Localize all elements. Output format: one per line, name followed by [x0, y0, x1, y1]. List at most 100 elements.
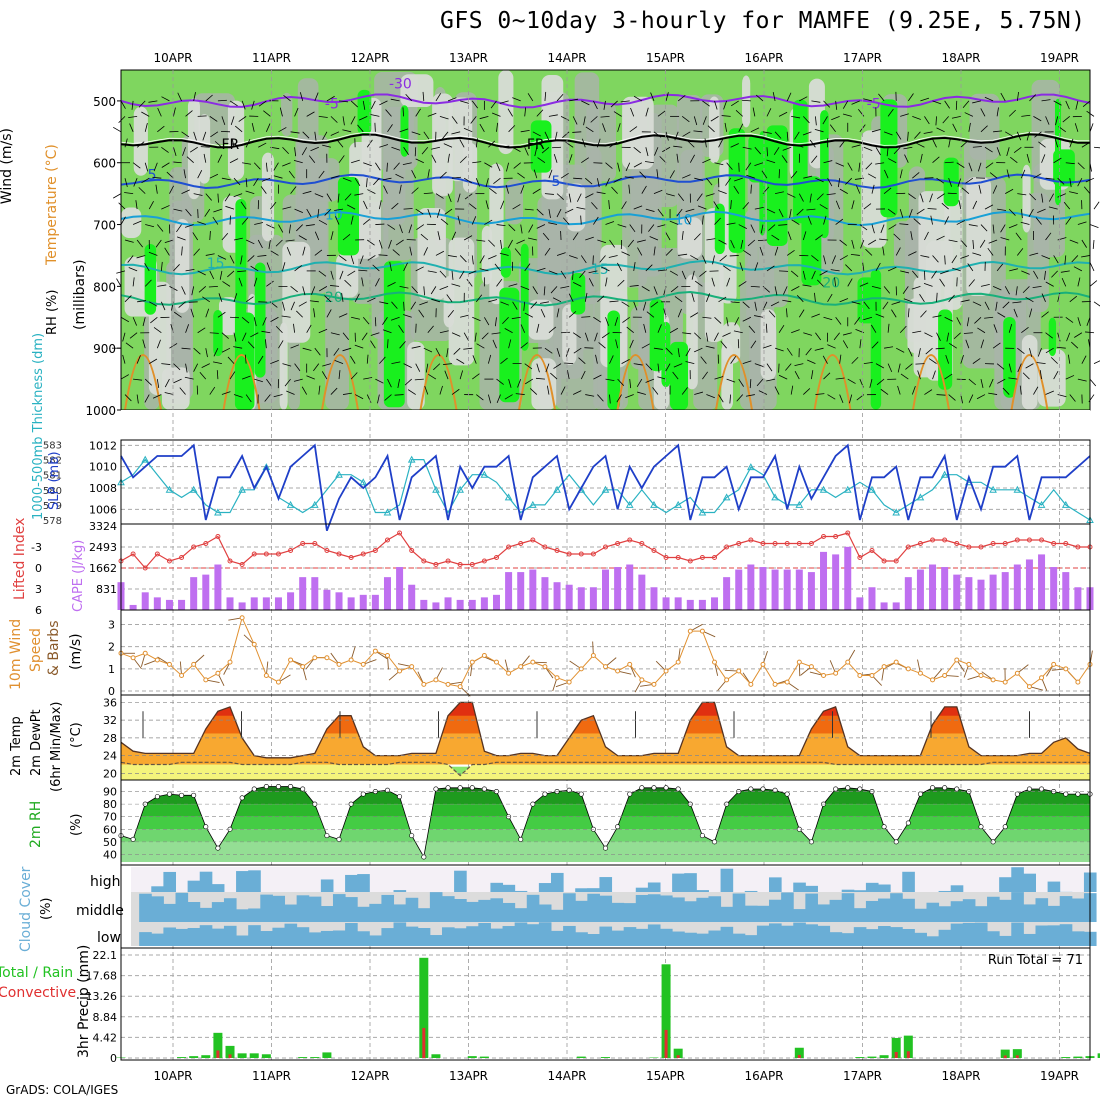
- lifted-index-marker: [506, 544, 512, 550]
- wind-barb: [897, 385, 901, 395]
- wind-barb: [399, 128, 409, 133]
- cloud-cell: [974, 922, 988, 946]
- cloud-cell: [878, 884, 891, 892]
- rh-tick-label: 70: [103, 811, 117, 824]
- wind-barb: [245, 296, 254, 303]
- wind-barb: [225, 205, 235, 210]
- cloud-cell: [575, 900, 588, 922]
- wind-barb: [536, 109, 544, 117]
- wind-barb: [851, 144, 861, 148]
- wind-barb: [774, 386, 780, 395]
- wind-barb: [908, 208, 913, 218]
- wind-barb: [270, 250, 279, 256]
- wind-barb: [605, 277, 608, 287]
- lifted-index-marker: [954, 541, 960, 546]
- wind-barb: [512, 301, 518, 310]
- wind-barb: [1083, 186, 1091, 194]
- wind-barb: [529, 388, 538, 395]
- wind-barb: [270, 360, 279, 365]
- cape-bar: [190, 577, 198, 610]
- wind-barb: [633, 95, 643, 102]
- wind-barb: [520, 324, 526, 333]
- cloud-cell: [211, 884, 225, 892]
- lifted-index-marker: [917, 541, 923, 546]
- wind-barb: [1035, 217, 1042, 225]
- wind-barb: [351, 159, 360, 164]
- wind-barb: [173, 264, 180, 272]
- wind-barb: [144, 279, 152, 287]
- cape-bar: [638, 574, 646, 610]
- wind-barb: [487, 354, 492, 364]
- cloud-cell: [853, 890, 867, 892]
- wind-barb: [197, 221, 206, 225]
- ylabel-cloud-unit: (%): [39, 898, 54, 921]
- wind-barb: [839, 255, 848, 261]
- wind-barb: [556, 93, 564, 102]
- wind-barb: [362, 218, 371, 225]
- cloud-cell: [987, 931, 1000, 946]
- wind-barb: [204, 208, 211, 217]
- wind-barb: [930, 215, 933, 225]
- wind-barb: [948, 239, 958, 243]
- lifted-index-marker: [312, 541, 318, 546]
- wind-barb: [590, 116, 598, 123]
- wind-barb: [835, 100, 838, 110]
- wind-barb: [851, 239, 855, 249]
- rh-very-dry-patch: [686, 274, 698, 390]
- cape-bar: [444, 597, 452, 610]
- wind-barb: [233, 293, 238, 302]
- wind-barb: [338, 370, 341, 380]
- wind-barb: [645, 363, 653, 371]
- wind-barb: [209, 270, 215, 280]
- rh-marker: [203, 824, 209, 830]
- wind-barb: [965, 339, 970, 349]
- wind-speed-marker: [372, 648, 378, 654]
- thickness-marker: [698, 508, 707, 516]
- wind-barb: [370, 332, 380, 336]
- rh-marker: [336, 836, 342, 842]
- wind-barb: [609, 355, 614, 364]
- wind-barb: [735, 110, 744, 117]
- wind-barb: [444, 370, 449, 380]
- wind-barb: [936, 394, 946, 396]
- wind-barb: [823, 316, 833, 321]
- thickness-marker: [625, 500, 634, 508]
- thickness-marker: [214, 508, 222, 516]
- cloud-cell: [1071, 898, 1085, 922]
- wind-barb: [466, 278, 473, 287]
- rh-very-dry-patch: [174, 218, 190, 313]
- rh-marker: [263, 784, 269, 790]
- wind-speed-marker: [166, 661, 172, 667]
- wind-barb: [831, 115, 840, 121]
- wind-barb: [301, 386, 308, 395]
- wind-barb: [762, 344, 772, 349]
- wind-barb: [548, 222, 558, 225]
- wind-barb: [690, 255, 699, 261]
- wind-barb: [245, 239, 255, 245]
- wind-barb: [258, 142, 267, 148]
- wind-barb: [1005, 188, 1014, 194]
- wind-barb: [451, 283, 461, 287]
- precip-total-bar: [237, 1053, 247, 1058]
- wind-barb: [858, 109, 865, 117]
- cape-bar: [1013, 564, 1021, 610]
- wind-barb: [899, 208, 904, 218]
- wind-barb: [706, 238, 716, 241]
- wind-barb: [479, 255, 485, 264]
- wind-barb: [1077, 162, 1085, 170]
- cape-bar: [565, 584, 573, 610]
- wind-barb: [773, 147, 780, 156]
- wind-barb: [766, 363, 773, 372]
- wind-barb: [439, 115, 449, 120]
- wind-barb: [992, 224, 995, 234]
- lifted-index-line: [120, 532, 1090, 569]
- cape-bar: [505, 572, 513, 610]
- ylabel-cape: CAPE (J/kg): [71, 540, 86, 612]
- thickness-marker: [843, 485, 852, 493]
- cloud-cell: [611, 930, 625, 946]
- wind-barb: [871, 285, 881, 289]
- wind-barb: [342, 116, 345, 126]
- wind-barb: [568, 193, 572, 203]
- wind-barb: [893, 146, 901, 155]
- rh-saturated-patch: [748, 135, 769, 183]
